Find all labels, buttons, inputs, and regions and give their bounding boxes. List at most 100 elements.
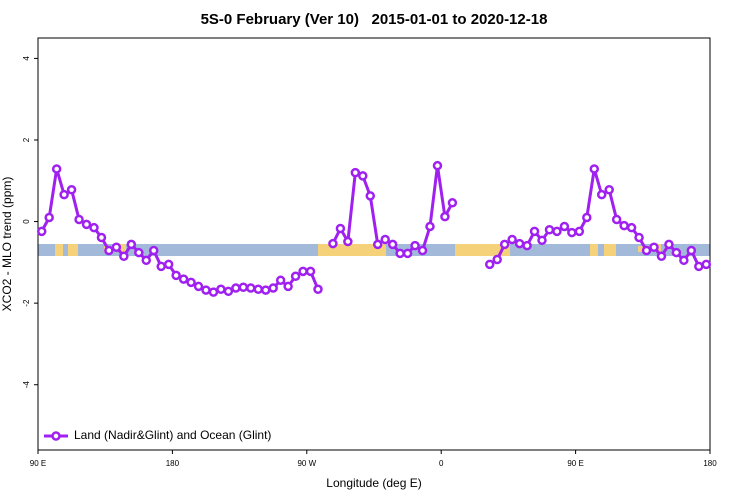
data-point xyxy=(529,226,540,237)
data-point xyxy=(589,164,600,174)
data-point xyxy=(694,261,704,272)
data-point xyxy=(410,240,420,251)
land-ocean-band xyxy=(38,244,710,256)
plot-frame xyxy=(37,37,711,451)
x-tick-label: 90 E xyxy=(30,459,46,468)
x-tick-label: 90 W xyxy=(297,459,316,468)
data-point xyxy=(66,184,77,195)
data-point xyxy=(96,232,107,243)
data-point xyxy=(559,221,570,232)
data-point xyxy=(641,245,652,256)
data-point xyxy=(44,212,54,223)
data-point xyxy=(223,286,234,297)
data-point xyxy=(148,245,159,256)
land-band xyxy=(604,244,616,256)
x-tick-label: 180 xyxy=(703,459,717,468)
data-point xyxy=(537,235,547,246)
data-point xyxy=(395,248,405,259)
land-band xyxy=(455,244,510,256)
land-band xyxy=(68,244,78,256)
x-tick-label: 90 E xyxy=(567,459,583,468)
data-point xyxy=(686,245,697,256)
data-point xyxy=(380,234,390,245)
data-point xyxy=(619,220,629,231)
data-point xyxy=(604,184,614,195)
data-point xyxy=(671,247,682,258)
data-point xyxy=(208,287,219,297)
data-point xyxy=(59,189,69,200)
data-point xyxy=(544,224,555,235)
data-point xyxy=(365,191,376,201)
y-tick-label: -4 xyxy=(22,381,31,389)
y-tick-label: 0 xyxy=(22,219,31,224)
data-point xyxy=(507,234,517,245)
data-point xyxy=(664,239,674,250)
data-point xyxy=(313,284,323,295)
data-point xyxy=(238,282,249,292)
data-point xyxy=(582,212,592,223)
data-point xyxy=(171,270,181,281)
data-point xyxy=(574,226,585,237)
data-point xyxy=(51,164,62,174)
data-point xyxy=(372,239,383,250)
data-point xyxy=(552,226,562,237)
y-tick-label: 2 xyxy=(22,137,31,142)
data-point xyxy=(440,211,450,222)
data-point xyxy=(126,239,137,250)
data-point xyxy=(246,283,256,293)
data-point xyxy=(290,271,301,281)
data-point xyxy=(111,242,122,253)
data-point xyxy=(186,277,196,288)
chart-title: 5S-0 February (Ver 10) 2015-01-01 to 202… xyxy=(201,11,548,28)
x-tick-label: 180 xyxy=(166,459,180,468)
data-point xyxy=(216,284,226,295)
x-axis-label: Longitude (deg E) xyxy=(326,476,421,490)
data-point xyxy=(701,259,712,270)
legend-label: Land (Nadir&Glint) and Ocean (Glint) xyxy=(74,428,271,442)
data-point xyxy=(283,281,293,292)
data-point xyxy=(596,189,607,200)
data-point xyxy=(305,266,316,277)
data-point xyxy=(358,171,368,181)
data-point xyxy=(260,285,271,295)
land-band xyxy=(55,244,63,256)
data-point xyxy=(492,254,502,265)
y-tick-label: -2 xyxy=(22,299,31,307)
data-point xyxy=(417,245,428,256)
data-point xyxy=(156,261,166,272)
data-line xyxy=(40,164,707,294)
land-band xyxy=(590,244,598,256)
y-tick-label: 4 xyxy=(22,56,31,61)
data-point xyxy=(134,247,144,258)
data-point xyxy=(81,219,92,230)
data-point xyxy=(193,281,204,292)
x-tick-label: 0 xyxy=(439,459,444,468)
data-point xyxy=(611,214,622,225)
data-point xyxy=(335,223,346,234)
data-point xyxy=(163,259,174,270)
data-point xyxy=(432,160,443,171)
data-point xyxy=(387,239,398,250)
data-point xyxy=(679,255,689,266)
y-axis-label: XCO2 - MLO trend (ppm) xyxy=(0,177,14,312)
data-point xyxy=(626,222,637,233)
data-point xyxy=(656,251,667,261)
data-point xyxy=(484,259,495,270)
data-point xyxy=(447,198,458,208)
legend-item: Land (Nadir&Glint) and Ocean (Glint) xyxy=(44,428,271,442)
data-point xyxy=(201,285,211,295)
data-point xyxy=(36,226,47,237)
data-point xyxy=(499,239,510,250)
data-point xyxy=(253,284,264,295)
data-point xyxy=(104,245,114,256)
data-point xyxy=(141,255,152,266)
data-point xyxy=(268,283,278,293)
legend-marker xyxy=(51,431,61,441)
data-point xyxy=(119,251,129,261)
data-point xyxy=(231,283,241,293)
land-band xyxy=(120,244,126,252)
data-point xyxy=(634,232,644,243)
data-point xyxy=(275,275,286,286)
data-point xyxy=(178,274,189,284)
